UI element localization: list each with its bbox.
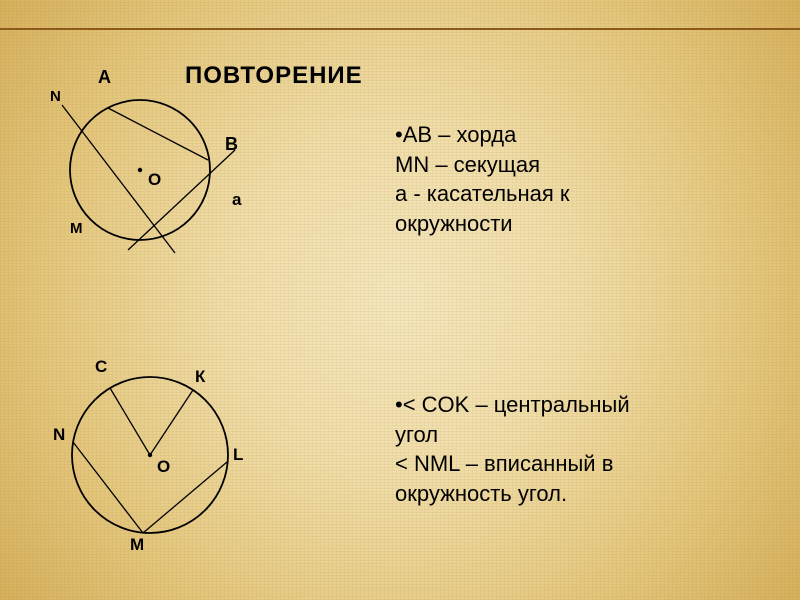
def-central-1: < COK – центральный: [403, 392, 630, 417]
bullet-icon: •: [395, 392, 403, 417]
diagram-1: А N Ва М О: [20, 55, 280, 265]
def-tangent-1: а - касательная к: [395, 181, 570, 206]
def-inscribed-1: < NML – вписанный в: [395, 451, 613, 476]
def-secant: MN – секущая: [395, 152, 540, 177]
def-chord: АВ – хорда: [403, 122, 517, 147]
svg-text:М: М: [130, 535, 144, 554]
svg-text:М: М: [70, 220, 83, 237]
diagram-2: С К N L М О: [35, 340, 265, 570]
svg-text:L: L: [233, 445, 243, 464]
svg-text:О: О: [157, 457, 170, 476]
svg-text:N: N: [53, 425, 65, 444]
slide-background: ПОВТОРЕНИЕ АNВаМО СКNLМО •АВ – хорда MN …: [0, 0, 800, 600]
svg-text:С: С: [95, 357, 107, 376]
definitions-block-2: •< COK – центральный угол < NML – вписан…: [395, 390, 630, 509]
bullet-icon: •: [395, 122, 403, 147]
top-rule: [0, 28, 800, 30]
svg-text:В: В: [225, 134, 238, 154]
def-central-2: угол: [395, 422, 438, 447]
def-inscribed-2: окружность угол.: [395, 481, 567, 506]
svg-text:N: N: [50, 88, 61, 105]
svg-text:А: А: [98, 67, 111, 87]
definitions-block-1: •АВ – хорда MN – секущая а - касательная…: [395, 120, 570, 239]
svg-text:О: О: [148, 170, 161, 189]
svg-text:а: а: [232, 190, 242, 209]
def-tangent-2: окружности: [395, 211, 513, 236]
svg-text:К: К: [195, 367, 206, 386]
